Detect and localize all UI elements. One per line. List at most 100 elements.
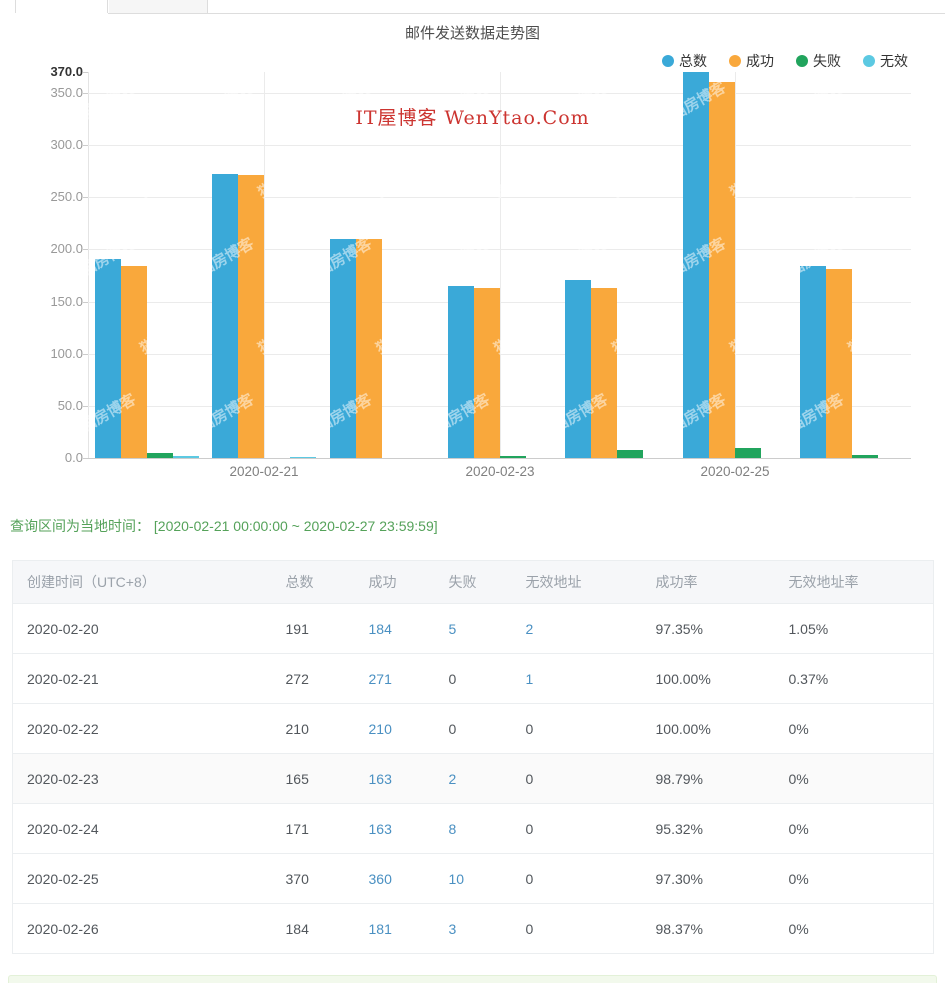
table-row-2020-02-20: 2020-02-20 191 184 5 2 97.35% 1.05% [12, 603, 934, 654]
cell-invalid-rate: 0% [774, 903, 934, 954]
cell-invalid-rate: 0% [774, 803, 934, 854]
bar-成功-2020-02-21 [238, 175, 264, 458]
query-range-note: 查询区间为当地时间： [2020-02-21 00:00:00 ~ 2020-0… [10, 516, 438, 536]
success-count-link[interactable]: 184 [368, 620, 392, 637]
cell-success-rate: 95.32% [641, 803, 775, 854]
tab-active[interactable] [15, 0, 108, 13]
legend-item-失败[interactable]: 失败 [796, 51, 841, 71]
bar-成功-2020-02-23 [474, 288, 500, 458]
legend-item-成功[interactable]: 成功 [729, 51, 774, 71]
invalid-count-link[interactable]: 1 [525, 670, 534, 687]
cell-total: 171 [271, 803, 355, 854]
bar-无效-2020-02-20 [173, 456, 199, 458]
bar-总数-2020-02-25 [683, 72, 709, 458]
success-notice-strip [8, 975, 937, 983]
cell-invalid: 0 [511, 753, 642, 804]
cell-invalid: 0 [511, 903, 642, 954]
legend-marker-icon [863, 55, 875, 67]
cell-failed: 8 [434, 803, 512, 854]
y-axis-tick [83, 72, 88, 73]
watermark-tile-text: 猫房博客 [137, 157, 198, 202]
col-header-invalid-rate: 无效地址率 [774, 560, 934, 604]
tab-bar-divider [108, 13, 945, 14]
cell-invalid-rate: 0% [774, 703, 934, 754]
invalid-count-link[interactable]: 2 [525, 620, 534, 637]
h-gridline [88, 145, 911, 147]
v-gridline [735, 72, 736, 458]
cell-failed: 0 [434, 653, 512, 704]
cell-success: 163 [354, 803, 435, 854]
cell-success: 360 [354, 853, 435, 904]
cell-success-rate: 97.30% [641, 853, 775, 904]
cell-total: 165 [271, 753, 355, 804]
col-header-success-rate: 成功率 [641, 560, 775, 604]
cell-success: 181 [354, 903, 435, 954]
cell-total: 210 [271, 703, 355, 754]
legend-marker-icon [796, 55, 808, 67]
bar-总数-2020-02-23 [448, 286, 474, 458]
bar-成功-2020-02-25 [709, 82, 735, 458]
watermark-tile-text: 猫房博客 [432, 235, 493, 280]
legend-label: 无效 [880, 53, 908, 69]
success-count-link[interactable]: 210 [368, 720, 392, 737]
cell-success-rate: 97.35% [641, 603, 775, 654]
legend-label: 成功 [746, 53, 774, 69]
y-axis-tick-label: 100.0 [50, 345, 83, 361]
table-row-2020-02-23: 2020-02-23 165 163 2 0 98.79% 0% [12, 753, 934, 804]
cell-date: 2020-02-25 [12, 853, 272, 904]
success-count-link[interactable]: 163 [368, 770, 392, 787]
cell-success-rate: 98.37% [641, 903, 775, 954]
h-gridline [88, 249, 911, 251]
bar-无效-2020-02-21 [290, 457, 316, 458]
bar-成功-2020-02-26 [826, 269, 852, 458]
cell-date: 2020-02-23 [12, 753, 272, 804]
failed-count-link[interactable]: 3 [448, 920, 457, 937]
col-header-success: 成功 [354, 560, 435, 604]
success-count-link[interactable]: 163 [368, 820, 392, 837]
cell-invalid-rate: 0% [774, 753, 934, 804]
bar-成功-2020-02-22 [356, 239, 382, 458]
cell-success: 184 [354, 603, 435, 654]
tab-inactive[interactable] [109, 0, 208, 13]
x-axis-tick-label: 2020-02-23 [465, 464, 535, 479]
table-header-row: 创建时间（UTC+8） 总数 成功 失败 无效地址 成功率 无效地址率 [12, 560, 934, 604]
cell-invalid-rate: 0.37% [774, 653, 934, 704]
y-axis-tick-label: 150.0 [50, 293, 83, 309]
cell-total: 272 [271, 653, 355, 704]
cell-failed: 10 [434, 853, 512, 904]
success-count-link[interactable]: 181 [368, 920, 392, 937]
legend-item-无效[interactable]: 无效 [863, 51, 908, 71]
tab-bar [0, 0, 945, 14]
watermark-red-text: IT屋博客 WenYtao.Com [355, 107, 590, 129]
cell-invalid: 0 [511, 853, 642, 904]
col-header-created-time: 创建时间（UTC+8） [12, 560, 272, 604]
y-axis-tick [83, 92, 88, 94]
success-count-link[interactable]: 360 [368, 870, 392, 887]
cell-success-rate: 100.00% [641, 703, 775, 754]
cell-failed: 3 [434, 903, 512, 954]
query-range-label: 查询区间为当地时间： [10, 518, 150, 534]
cell-invalid: 0 [511, 803, 642, 854]
col-header-total: 总数 [271, 560, 355, 604]
y-axis-tick-label: 250.0 [50, 189, 83, 205]
cell-invalid: 1 [511, 653, 642, 704]
y-axis-tick [83, 249, 88, 251]
y-axis-tick [83, 301, 88, 303]
legend-item-总数[interactable]: 总数 [662, 51, 707, 71]
cell-failed: 0 [434, 703, 512, 754]
success-count-link[interactable]: 271 [368, 670, 392, 687]
v-gridline [264, 72, 265, 458]
cell-invalid: 2 [511, 603, 642, 654]
y-axis-tick [83, 353, 88, 355]
chart-legend: 总数 成功 失败 无效 [662, 51, 908, 71]
failed-count-link[interactable]: 5 [448, 620, 457, 637]
failed-count-link[interactable]: 10 [448, 870, 465, 887]
failed-count-link[interactable]: 2 [448, 770, 457, 787]
y-axis-tick [83, 405, 88, 407]
y-axis-tick [83, 145, 88, 147]
cell-success: 271 [354, 653, 435, 704]
failed-count-link[interactable]: 8 [448, 820, 457, 837]
table-row-2020-02-25: 2020-02-25 370 360 10 0 97.30% 0% [12, 853, 934, 904]
